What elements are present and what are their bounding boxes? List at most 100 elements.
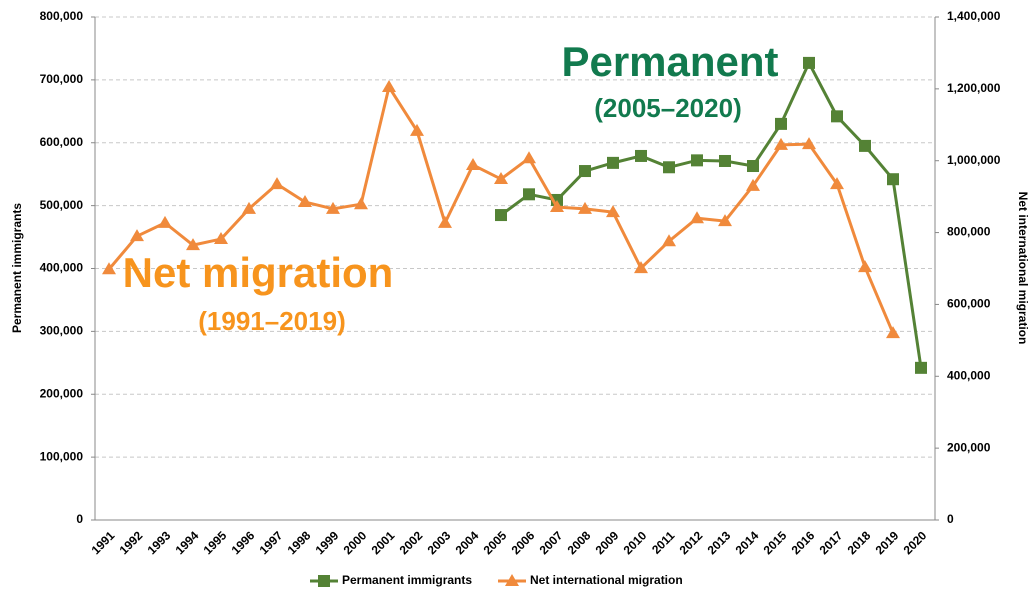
legend-marker bbox=[318, 575, 330, 587]
series-marker bbox=[719, 154, 731, 167]
legend-marker bbox=[505, 574, 519, 586]
series-marker bbox=[634, 261, 648, 274]
x-tick-label: 2004 bbox=[453, 528, 482, 557]
series-marker bbox=[803, 56, 815, 69]
x-tick-label: 2009 bbox=[593, 528, 622, 557]
x-tick-label: 1994 bbox=[173, 528, 202, 557]
series-marker bbox=[887, 173, 899, 186]
series-marker bbox=[746, 178, 760, 191]
annotation: (2005–2020) bbox=[594, 93, 741, 123]
series-marker bbox=[831, 110, 843, 123]
series-marker bbox=[494, 172, 508, 185]
y-axis-title: Permanent immigrants bbox=[10, 203, 24, 333]
series-line bbox=[500, 59, 923, 369]
y-tick-label: 100,000 bbox=[40, 449, 84, 463]
series-marker bbox=[410, 123, 424, 136]
x-tick-label: 1993 bbox=[145, 528, 174, 557]
x-tick-label: 2003 bbox=[425, 528, 454, 557]
series-marker bbox=[522, 151, 536, 164]
x-tick-label: 2006 bbox=[509, 528, 538, 557]
series-marker bbox=[859, 139, 871, 152]
x-tick-label: 2005 bbox=[481, 528, 510, 557]
series-marker bbox=[354, 197, 368, 210]
series-marker bbox=[326, 201, 340, 214]
series-marker bbox=[495, 209, 507, 222]
series-marker bbox=[662, 234, 676, 247]
y2-tick-label: 200,000 bbox=[947, 440, 991, 454]
legend-label: Net international migration bbox=[530, 573, 683, 587]
x-tick-label: 2002 bbox=[397, 528, 426, 557]
x-tick-label: 2016 bbox=[789, 528, 818, 557]
x-tick-label: 2001 bbox=[369, 528, 398, 557]
legend-label: Permanent immigrants bbox=[342, 573, 472, 587]
x-tick-label: 1999 bbox=[313, 528, 342, 557]
series-marker bbox=[718, 214, 732, 227]
y-tick-label: 300,000 bbox=[40, 324, 84, 338]
series-marker bbox=[579, 165, 591, 178]
series-marker bbox=[886, 326, 900, 339]
x-tick-label: 2012 bbox=[677, 528, 706, 557]
series-marker bbox=[775, 117, 787, 130]
series-marker bbox=[578, 201, 592, 214]
y2-tick-label: 1,000,000 bbox=[947, 153, 1001, 167]
x-tick-label: 1996 bbox=[229, 528, 258, 557]
y2-tick-label: 1,200,000 bbox=[947, 81, 1001, 95]
y2-tick-label: 600,000 bbox=[947, 297, 991, 311]
series-marker bbox=[747, 160, 759, 173]
series-marker bbox=[606, 205, 620, 218]
y2-tick-label: 0 bbox=[947, 512, 954, 526]
y2-tick-label: 400,000 bbox=[947, 368, 991, 382]
y-tick-label: 500,000 bbox=[40, 198, 84, 212]
y-tick-label: 800,000 bbox=[40, 9, 84, 23]
y2-tick-label: 1,400,000 bbox=[947, 9, 1001, 23]
x-tick-label: 2018 bbox=[845, 528, 874, 557]
series-marker bbox=[830, 177, 844, 190]
x-tick-label: 1997 bbox=[257, 528, 286, 557]
series-marker bbox=[550, 200, 564, 213]
series-marker bbox=[242, 201, 256, 214]
y2-tick-label: 800,000 bbox=[947, 225, 991, 239]
series-marker bbox=[774, 137, 788, 150]
series-marker bbox=[214, 232, 228, 245]
x-tick-label: 2017 bbox=[817, 528, 846, 557]
series-marker bbox=[270, 177, 284, 190]
x-tick-label: 2014 bbox=[733, 528, 762, 557]
x-tick-label: 1991 bbox=[89, 528, 118, 557]
series-marker bbox=[690, 211, 704, 224]
series-marker bbox=[298, 195, 312, 208]
x-tick-label: 1998 bbox=[285, 528, 314, 557]
series-marker bbox=[663, 161, 675, 174]
series-marker bbox=[438, 215, 452, 228]
x-tick-label: 2010 bbox=[621, 528, 650, 557]
x-tick-label: 2019 bbox=[873, 528, 902, 557]
x-tick-label: 2011 bbox=[649, 528, 678, 557]
y-tick-label: 600,000 bbox=[40, 135, 84, 149]
x-tick-label: 1995 bbox=[201, 528, 230, 557]
x-tick-label: 1992 bbox=[117, 528, 146, 557]
y-tick-label: 700,000 bbox=[40, 72, 84, 86]
series-marker bbox=[858, 260, 872, 273]
x-tick-label: 2020 bbox=[901, 528, 930, 557]
y2-axis-title: Net international migration bbox=[1016, 192, 1030, 345]
annotation: Net migration bbox=[123, 249, 394, 296]
series-marker bbox=[102, 262, 116, 275]
x-tick-label: 2008 bbox=[565, 528, 594, 557]
annotation: (1991–2019) bbox=[198, 306, 345, 336]
annotation: Permanent bbox=[561, 38, 778, 85]
series-marker bbox=[382, 80, 396, 93]
x-tick-label: 2013 bbox=[705, 528, 734, 557]
x-tick-label: 2007 bbox=[537, 528, 566, 557]
y-tick-label: 200,000 bbox=[40, 386, 84, 400]
x-tick-label: 2015 bbox=[761, 528, 790, 557]
y-tick-label: 400,000 bbox=[40, 261, 84, 275]
series-marker bbox=[607, 156, 619, 169]
series-marker bbox=[130, 229, 144, 242]
series-marker bbox=[802, 137, 816, 150]
x-tick-label: 2000 bbox=[341, 528, 370, 557]
series-marker bbox=[466, 158, 480, 171]
series-marker bbox=[691, 154, 703, 167]
series-marker bbox=[158, 215, 172, 228]
series-marker bbox=[915, 361, 927, 374]
series-marker bbox=[186, 238, 200, 251]
